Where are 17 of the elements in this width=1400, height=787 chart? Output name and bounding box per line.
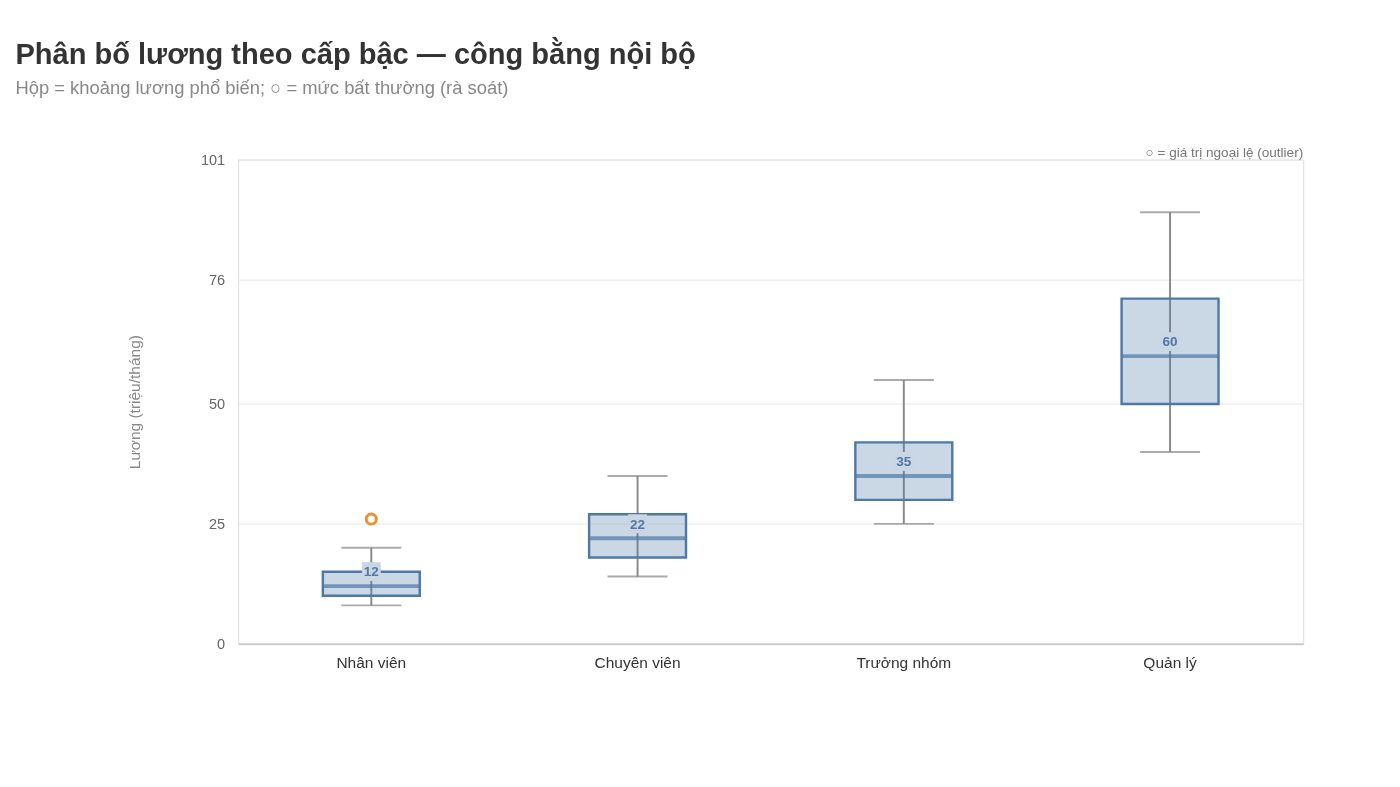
- text: 35: [896, 454, 912, 470]
- y-axis-title: Lương (triệu/tháng): [125, 335, 143, 470]
- x-tick-label: Quản lý: [1143, 654, 1197, 672]
- chart-subtitle: Hộp = khoảng lương phổ biến; ○ = mức bất thường (rà soát): [15, 76, 509, 98]
- x-tick-label: Trưởng nhóm: [856, 654, 952, 672]
- x-tick-label: Chuyên viên: [594, 654, 681, 672]
- text: 60: [1162, 334, 1178, 350]
- text: ○ = giá trị ngoại lệ (outlier): [1145, 144, 1304, 160]
- y-tick-label: 76: [208, 271, 226, 288]
- y-tick-label: 25: [208, 516, 226, 533]
- x-tick-label: Nhân viên: [336, 654, 407, 672]
- text: 12: [363, 564, 379, 580]
- y-tick-label: 101: [200, 151, 226, 168]
- chart-title: Phân bố lương theo cấp bậc — công bằng nội bộ: [15, 36, 696, 70]
- y-tick-label: 0: [217, 636, 226, 653]
- y-tick-label: 50: [208, 396, 226, 413]
- text: 22: [630, 516, 646, 532]
